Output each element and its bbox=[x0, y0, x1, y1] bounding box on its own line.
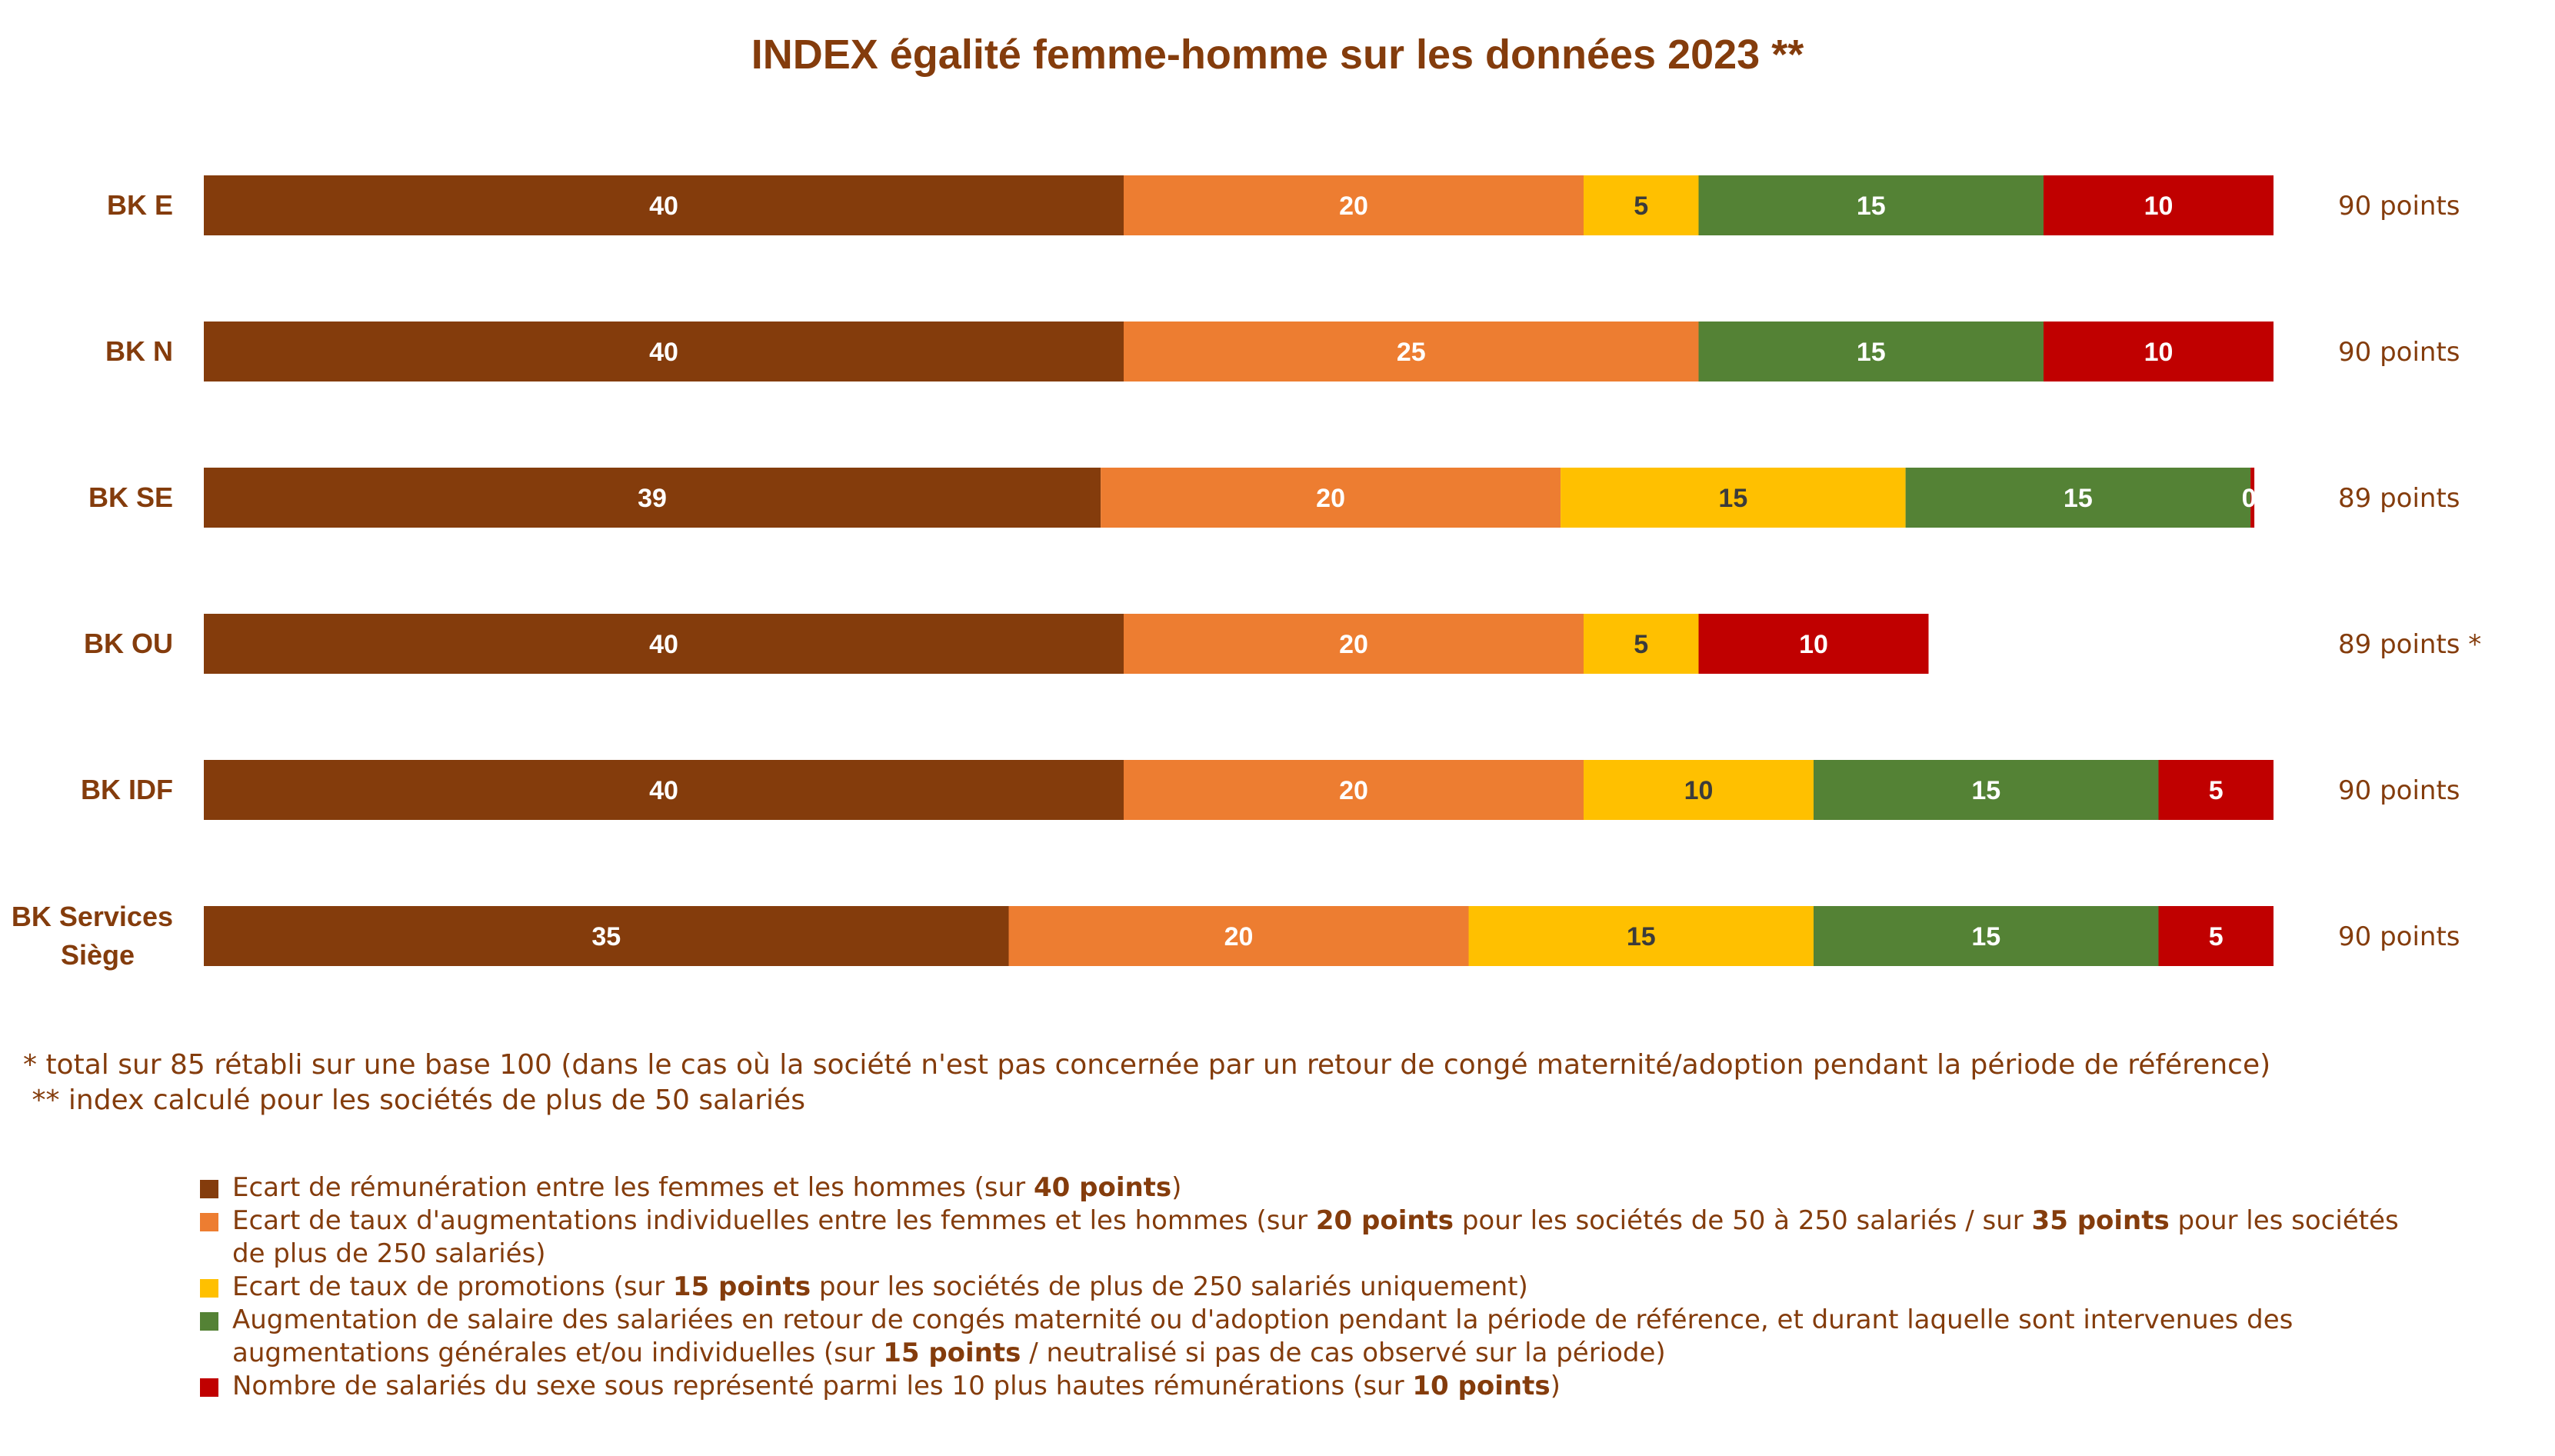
data-label: 15 bbox=[1718, 484, 1747, 513]
bar-segment bbox=[1814, 760, 2159, 820]
data-label: 10 bbox=[2144, 192, 2174, 221]
bar-segment bbox=[1468, 906, 1814, 966]
data-label: 10 bbox=[1684, 776, 1714, 805]
bar-segment bbox=[2250, 468, 2255, 528]
bar-segment bbox=[1905, 468, 2251, 528]
legend-item: Ecart de rémunération entre les femmes e… bbox=[200, 1171, 2430, 1204]
footnotes: * total sur 85 rétabli sur une base 100 … bbox=[23, 1048, 2530, 1118]
bar-segment bbox=[1698, 175, 2044, 235]
category-label: BK SE bbox=[88, 481, 173, 513]
bar-segment bbox=[1584, 175, 1699, 235]
data-label: 5 bbox=[2209, 922, 2224, 951]
data-label: 20 bbox=[1339, 192, 1368, 221]
footnote-2: ** index calculé pour les sociétés de pl… bbox=[23, 1085, 805, 1116]
legend-swatch bbox=[200, 1279, 218, 1298]
category-label: BK N bbox=[105, 335, 173, 367]
data-label: 39 bbox=[638, 484, 667, 513]
data-label: 35 bbox=[591, 922, 621, 951]
data-label: 20 bbox=[1339, 630, 1368, 659]
footnote-1: * total sur 85 rétabli sur une base 100 … bbox=[23, 1049, 2271, 1081]
data-label: 15 bbox=[1857, 192, 1886, 221]
bar-segment bbox=[204, 614, 1124, 674]
data-label: 20 bbox=[1224, 922, 1254, 951]
data-label: 5 bbox=[1634, 630, 1648, 659]
legend-item: Ecart de taux de promotions (sur 15 poin… bbox=[200, 1271, 2430, 1304]
category-label: BK E bbox=[107, 189, 173, 221]
data-label: 40 bbox=[649, 776, 678, 805]
legend-swatch bbox=[200, 1213, 218, 1231]
bar-segment bbox=[1124, 175, 1584, 235]
total-label: 90 points bbox=[2338, 191, 2460, 222]
bar-segment bbox=[1124, 760, 1584, 820]
data-label: 20 bbox=[1316, 484, 1345, 513]
bar-segment bbox=[1008, 906, 1469, 966]
data-label: 15 bbox=[1971, 922, 2000, 951]
bar-segment bbox=[1584, 614, 1699, 674]
bar-segment bbox=[2158, 906, 2274, 966]
data-label: 10 bbox=[1799, 630, 1828, 659]
bar-segment bbox=[1561, 468, 1906, 528]
legend-item: Augmentation de salaire des salariées en… bbox=[200, 1304, 2430, 1370]
legend-swatch bbox=[200, 1378, 218, 1397]
data-label: 0 bbox=[2242, 484, 2257, 513]
bar-segment bbox=[1814, 906, 2159, 966]
bar-segment bbox=[1101, 468, 1561, 528]
legend-item: Ecart de taux d'augmentations individuel… bbox=[200, 1204, 2430, 1271]
bar-segment bbox=[204, 175, 1124, 235]
data-label: 15 bbox=[1857, 338, 1886, 367]
chart-title: INDEX égalité femme-homme sur les donnée… bbox=[751, 32, 1804, 78]
legend-item: Nombre de salariés du sexe sous représen… bbox=[200, 1370, 2430, 1403]
data-label: 25 bbox=[1397, 338, 1426, 367]
total-label: 90 points bbox=[2338, 921, 2460, 952]
bar-segment bbox=[2044, 175, 2274, 235]
bar-segment bbox=[2044, 322, 2274, 381]
data-label: 15 bbox=[1627, 922, 1656, 951]
data-label: 40 bbox=[649, 338, 678, 367]
legend-text: Ecart de rémunération entre les femmes e… bbox=[232, 1172, 1182, 1203]
bar-segment bbox=[1124, 614, 1584, 674]
bar-segment bbox=[204, 322, 1124, 381]
bar-segment bbox=[1698, 614, 1929, 674]
bar-segment bbox=[1698, 322, 2044, 381]
category-label: BK Services Siège bbox=[12, 901, 173, 971]
category-label: BK OU bbox=[84, 628, 173, 659]
legend-text: Augmentation de salaire des salariées en… bbox=[232, 1304, 2294, 1368]
total-label: 89 points bbox=[2338, 483, 2460, 514]
legend-swatch bbox=[200, 1180, 218, 1198]
data-label: 5 bbox=[1634, 192, 1648, 221]
legend-text: Ecart de taux de promotions (sur 15 poin… bbox=[232, 1271, 1528, 1302]
bar-segment bbox=[2158, 760, 2274, 820]
data-label: 10 bbox=[2144, 338, 2174, 367]
total-label: 89 points * bbox=[2338, 629, 2481, 660]
data-label: 15 bbox=[1971, 776, 2000, 805]
category-label: BK IDF bbox=[81, 774, 173, 805]
data-label: 40 bbox=[649, 192, 678, 221]
bar-segment bbox=[204, 906, 1009, 966]
total-label: 90 points bbox=[2338, 337, 2460, 368]
legend-text: Ecart de taux d'augmentations individuel… bbox=[232, 1205, 2399, 1269]
data-label: 5 bbox=[2209, 776, 2224, 805]
total-label: 90 points bbox=[2338, 775, 2460, 806]
bar-segment bbox=[1124, 322, 1699, 381]
chart-legend: Ecart de rémunération entre les femmes e… bbox=[200, 1171, 2430, 1403]
bar-segment bbox=[204, 468, 1101, 528]
legend-swatch bbox=[200, 1312, 218, 1331]
data-label: 20 bbox=[1339, 776, 1368, 805]
data-label: 15 bbox=[2064, 484, 2093, 513]
bar-segment bbox=[204, 760, 1124, 820]
legend-text: Nombre de salariés du sexe sous représen… bbox=[232, 1371, 1561, 1401]
data-label: 40 bbox=[649, 630, 678, 659]
bar-segment bbox=[1584, 760, 1814, 820]
